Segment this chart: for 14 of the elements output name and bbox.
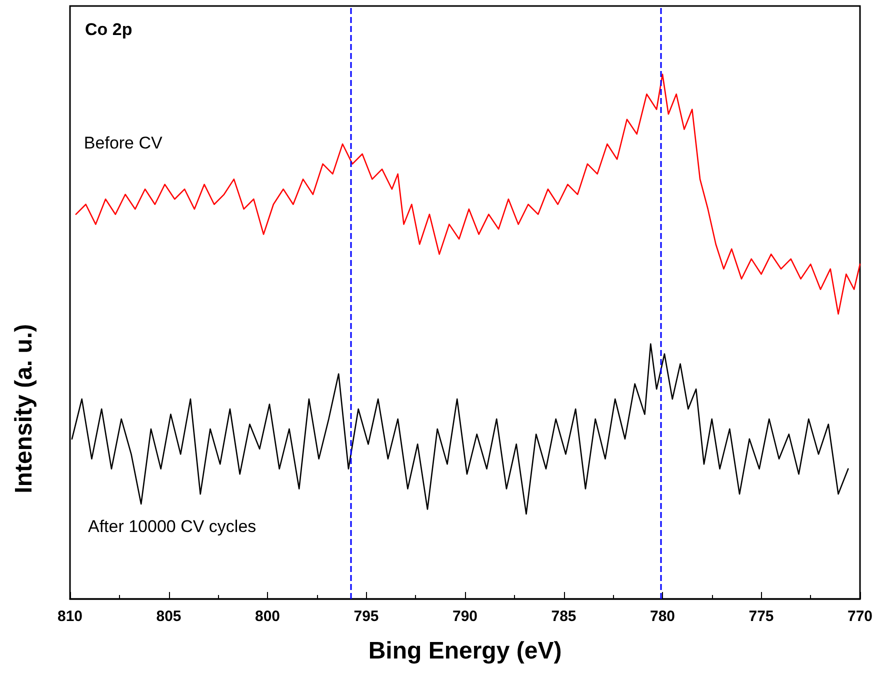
x-tick-label: 795 [354, 608, 379, 625]
x-tick-label: 790 [452, 608, 478, 625]
x-tick-label: 770 [847, 608, 873, 625]
x-tick-label: 780 [650, 608, 676, 625]
y-axis-title: Intensity (a. u.) [10, 324, 38, 494]
x-tick-label: 810 [57, 608, 83, 625]
text: After 10000 CV cycles [88, 517, 256, 536]
chart-title: Co 2p [85, 20, 132, 39]
x-tick-label: 800 [254, 608, 280, 625]
x-axis-title: Bing Energy (eV) [368, 638, 562, 664]
x-tick-label: 775 [748, 608, 774, 625]
x-tick-label: 805 [156, 608, 182, 625]
x-tick-label: 785 [551, 608, 576, 625]
series-label: Before CV [84, 133, 164, 152]
